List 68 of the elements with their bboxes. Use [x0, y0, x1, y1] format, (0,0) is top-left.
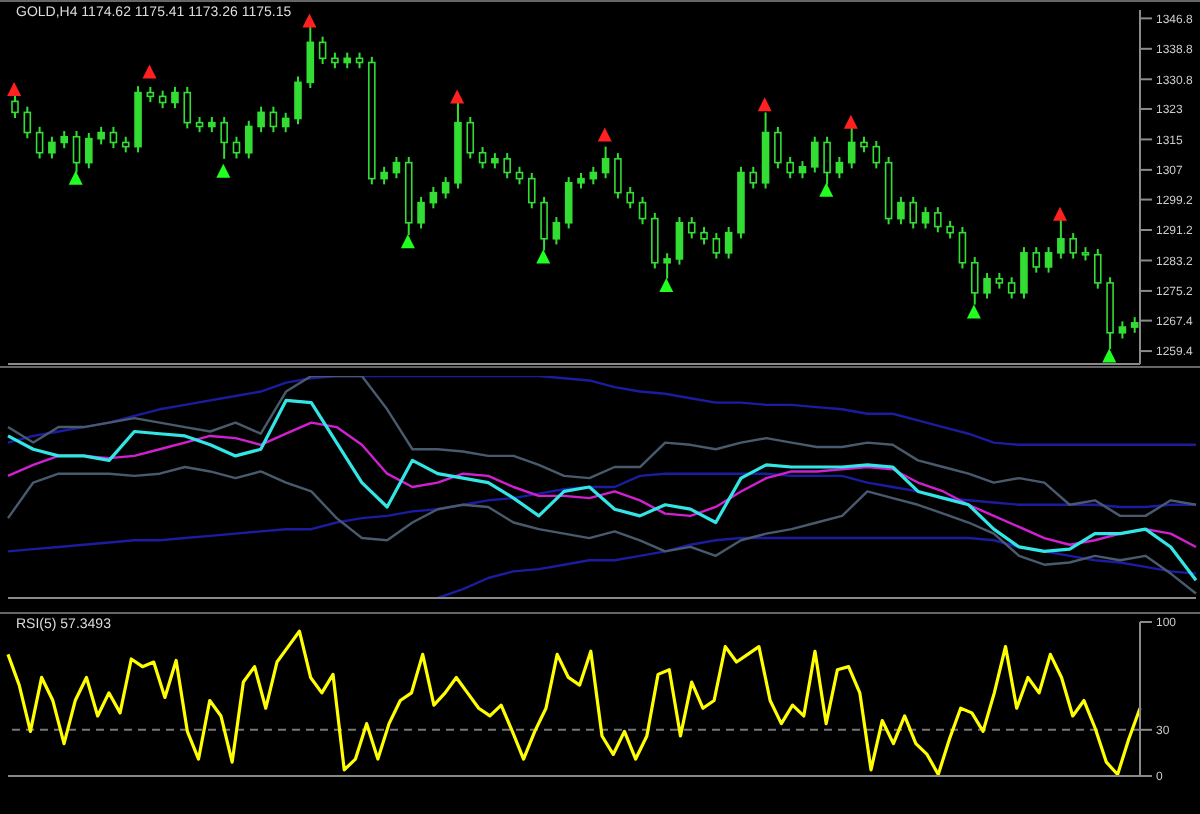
point: [843, 114, 858, 129]
point: [659, 277, 674, 292]
candlestick: [749, 165, 758, 190]
point: [400, 234, 415, 249]
candlestick: [48, 135, 56, 160]
candlestick: [958, 225, 967, 270]
candlestick: [441, 176, 450, 200]
candlestick: [1069, 232, 1077, 260]
candlestick: [1093, 248, 1102, 290]
candlestick: [552, 216, 561, 246]
candlestick: [983, 272, 991, 300]
candlestick: [638, 195, 647, 226]
point: [7, 81, 22, 96]
candlestick: [478, 146, 487, 170]
candlestick: [601, 145, 610, 180]
candlestick: [269, 105, 278, 134]
candlestick: [1020, 246, 1028, 300]
candlestick: [909, 195, 918, 230]
candlestick: [921, 206, 930, 230]
candlestick: [23, 105, 32, 140]
candlestick: [220, 115, 228, 160]
candlestick: [724, 225, 733, 260]
candlestick: [85, 131, 93, 170]
point: [68, 170, 83, 185]
candlestick: [810, 135, 819, 174]
candlestick: [774, 125, 782, 170]
candlestick: [651, 211, 659, 270]
point: [1102, 348, 1117, 363]
candlestick: [675, 216, 684, 266]
candlestick: [244, 119, 253, 160]
candlestick: [503, 152, 511, 180]
candlestick: [872, 139, 881, 170]
candlestick: [171, 85, 179, 110]
point: [819, 182, 834, 197]
candlestick: [417, 195, 425, 230]
candlestick: [1032, 246, 1041, 274]
candlestick: [294, 75, 302, 126]
candlestick: [626, 186, 635, 210]
point: [216, 163, 231, 178]
point: [757, 97, 772, 112]
candlestick: [614, 152, 622, 200]
point: [536, 249, 551, 264]
point: [302, 13, 317, 28]
candlestick: [183, 85, 192, 130]
point: [1053, 206, 1068, 221]
candlestick: [527, 171, 536, 210]
candlestick: [897, 195, 905, 226]
candlestick: [786, 155, 794, 180]
candlestick: [232, 135, 241, 160]
point: [966, 304, 981, 319]
candlestick: [1044, 246, 1053, 274]
candlestick: [564, 176, 573, 230]
point: [450, 89, 465, 104]
candlestick: [257, 105, 265, 134]
candlestick: [712, 232, 721, 260]
candlestick: [1007, 276, 1016, 300]
candlestick: [835, 155, 844, 180]
candlestick: [687, 216, 696, 240]
candlestick: [281, 111, 290, 134]
candlestick: [35, 125, 44, 160]
candlestick: [934, 206, 942, 234]
candlestick: [392, 155, 401, 180]
candlestick: [109, 125, 118, 150]
point: [142, 64, 157, 79]
candlestick: [318, 35, 327, 66]
point: [597, 127, 612, 142]
candlestick: [466, 115, 475, 160]
candlestick: [429, 186, 438, 210]
